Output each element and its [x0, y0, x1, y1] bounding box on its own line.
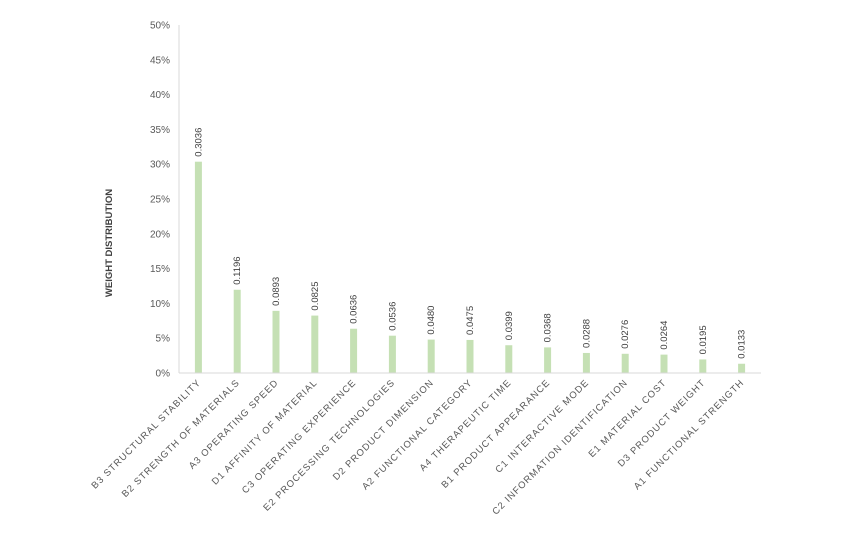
- bar: [272, 310, 280, 373]
- bar: [233, 289, 241, 373]
- bar: [582, 352, 590, 373]
- data-label: 0.0480: [426, 306, 437, 335]
- bar: [699, 359, 707, 373]
- data-label: 0.0368: [543, 313, 554, 342]
- y-tick-label: 0%: [156, 369, 171, 380]
- y-tick-label: 25%: [150, 195, 170, 206]
- bar: [388, 335, 396, 373]
- y-tick-label: 50%: [150, 21, 170, 32]
- bar: [350, 328, 358, 373]
- bar: [311, 315, 319, 373]
- data-label: 0.0276: [620, 320, 631, 349]
- data-label: 0.0825: [310, 282, 321, 311]
- data-label: 0.0636: [349, 295, 360, 324]
- y-tick-label: 45%: [150, 55, 170, 66]
- bar: [738, 363, 746, 373]
- y-tick-label: 15%: [150, 264, 170, 275]
- y-axis: 0% 5% 10% 15% 20% 25% 30% 35% 40% 45% 50%: [150, 21, 180, 380]
- bar: [194, 161, 202, 373]
- data-label: 0.0399: [504, 311, 515, 340]
- y-tick-label: 35%: [150, 125, 170, 136]
- bar: [660, 354, 668, 373]
- y-tick-label: 30%: [150, 160, 170, 171]
- bar: [621, 353, 629, 373]
- data-label: 0.0893: [271, 277, 282, 306]
- x-category-label: C2 INFORMATION IDENTIFICATION: [490, 377, 630, 517]
- y-tick-label: 20%: [150, 229, 170, 240]
- data-label: 0.0133: [737, 330, 748, 359]
- data-label: 0.0288: [581, 319, 592, 348]
- data-label: 0.0264: [659, 321, 670, 350]
- data-label: 0.0475: [465, 306, 476, 335]
- data-label: 0.0195: [698, 325, 709, 354]
- data-label: 0.3036: [193, 128, 204, 157]
- y-axis-title: WEIGHT DISTRIBUTION: [104, 189, 115, 297]
- bars: [194, 161, 746, 373]
- bar: [466, 339, 474, 373]
- data-label: 0.0536: [387, 302, 398, 331]
- bar: [505, 345, 513, 373]
- y-tick-label: 10%: [150, 299, 170, 310]
- x-category-label: E1 MATERIAL COST: [587, 377, 670, 460]
- bar: [427, 339, 435, 373]
- data-label: 0.1196: [232, 256, 243, 284]
- y-tick-label: 40%: [150, 90, 170, 101]
- bar: [544, 347, 552, 373]
- data-labels: 0.3036 0.1196 0.0893 0.0825 0.0636 0.0536 0.04…: [193, 128, 747, 359]
- y-tick-label: 5%: [156, 334, 171, 345]
